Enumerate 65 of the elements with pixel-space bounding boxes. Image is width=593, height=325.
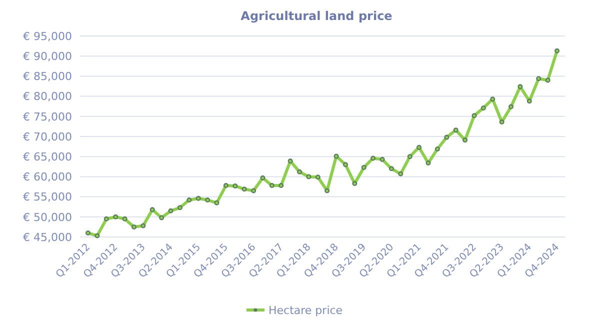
point — [223, 183, 228, 188]
point — [444, 134, 450, 140]
point — [278, 183, 284, 188]
y-tick-label: € 95,000 — [23, 30, 72, 43]
point — [426, 160, 431, 166]
point — [499, 120, 504, 125]
y-tick-label: € 65,000 — [23, 150, 72, 164]
legend-label: Hectare price — [268, 304, 343, 317]
point — [297, 169, 302, 174]
point — [251, 188, 256, 194]
point — [214, 200, 220, 206]
point — [398, 171, 404, 176]
point — [370, 156, 376, 161]
y-tick-label: € 50,000 — [23, 210, 72, 224]
point — [104, 216, 109, 222]
point — [416, 144, 422, 150]
point — [196, 196, 201, 201]
point — [472, 113, 477, 118]
point — [324, 188, 330, 194]
point — [177, 205, 182, 210]
chart-title: Agricultural land price — [240, 9, 392, 23]
point — [94, 233, 100, 238]
point — [462, 138, 468, 143]
y-tick-label: € 45,000 — [23, 230, 72, 244]
y-tick-label: € 75,000 — [23, 110, 72, 124]
point — [140, 223, 146, 228]
point — [361, 164, 366, 170]
point — [388, 166, 394, 172]
point — [342, 162, 348, 168]
point — [518, 84, 523, 90]
point — [113, 214, 118, 220]
point — [526, 98, 532, 104]
point — [260, 175, 266, 180]
point — [380, 156, 385, 162]
point — [554, 48, 560, 54]
point — [131, 224, 136, 230]
point — [159, 215, 164, 220]
point — [232, 183, 238, 188]
point — [86, 230, 90, 236]
point — [352, 181, 358, 186]
point — [334, 154, 339, 159]
y-tick-label: € 90,000 — [23, 50, 72, 63]
point — [205, 198, 210, 203]
point — [490, 96, 496, 102]
point — [536, 76, 542, 82]
y-tick-label: € 60,000 — [23, 170, 72, 184]
point — [269, 183, 274, 188]
point — [288, 158, 293, 164]
point — [453, 128, 458, 133]
y-tick-label: € 55,000 — [23, 190, 72, 204]
point — [242, 186, 247, 192]
point — [150, 207, 155, 212]
point — [480, 105, 486, 110]
point — [545, 78, 550, 83]
point — [407, 154, 412, 160]
point — [186, 198, 192, 203]
point — [315, 174, 320, 180]
y-tick-label: € 80,000 — [23, 90, 72, 104]
y-tick-label: € 85,000 — [23, 70, 72, 84]
point — [508, 104, 514, 110]
point — [168, 208, 174, 214]
point — [306, 174, 312, 180]
point — [434, 146, 440, 152]
point — [122, 216, 128, 222]
y-tick-label: € 70,000 — [23, 130, 72, 144]
